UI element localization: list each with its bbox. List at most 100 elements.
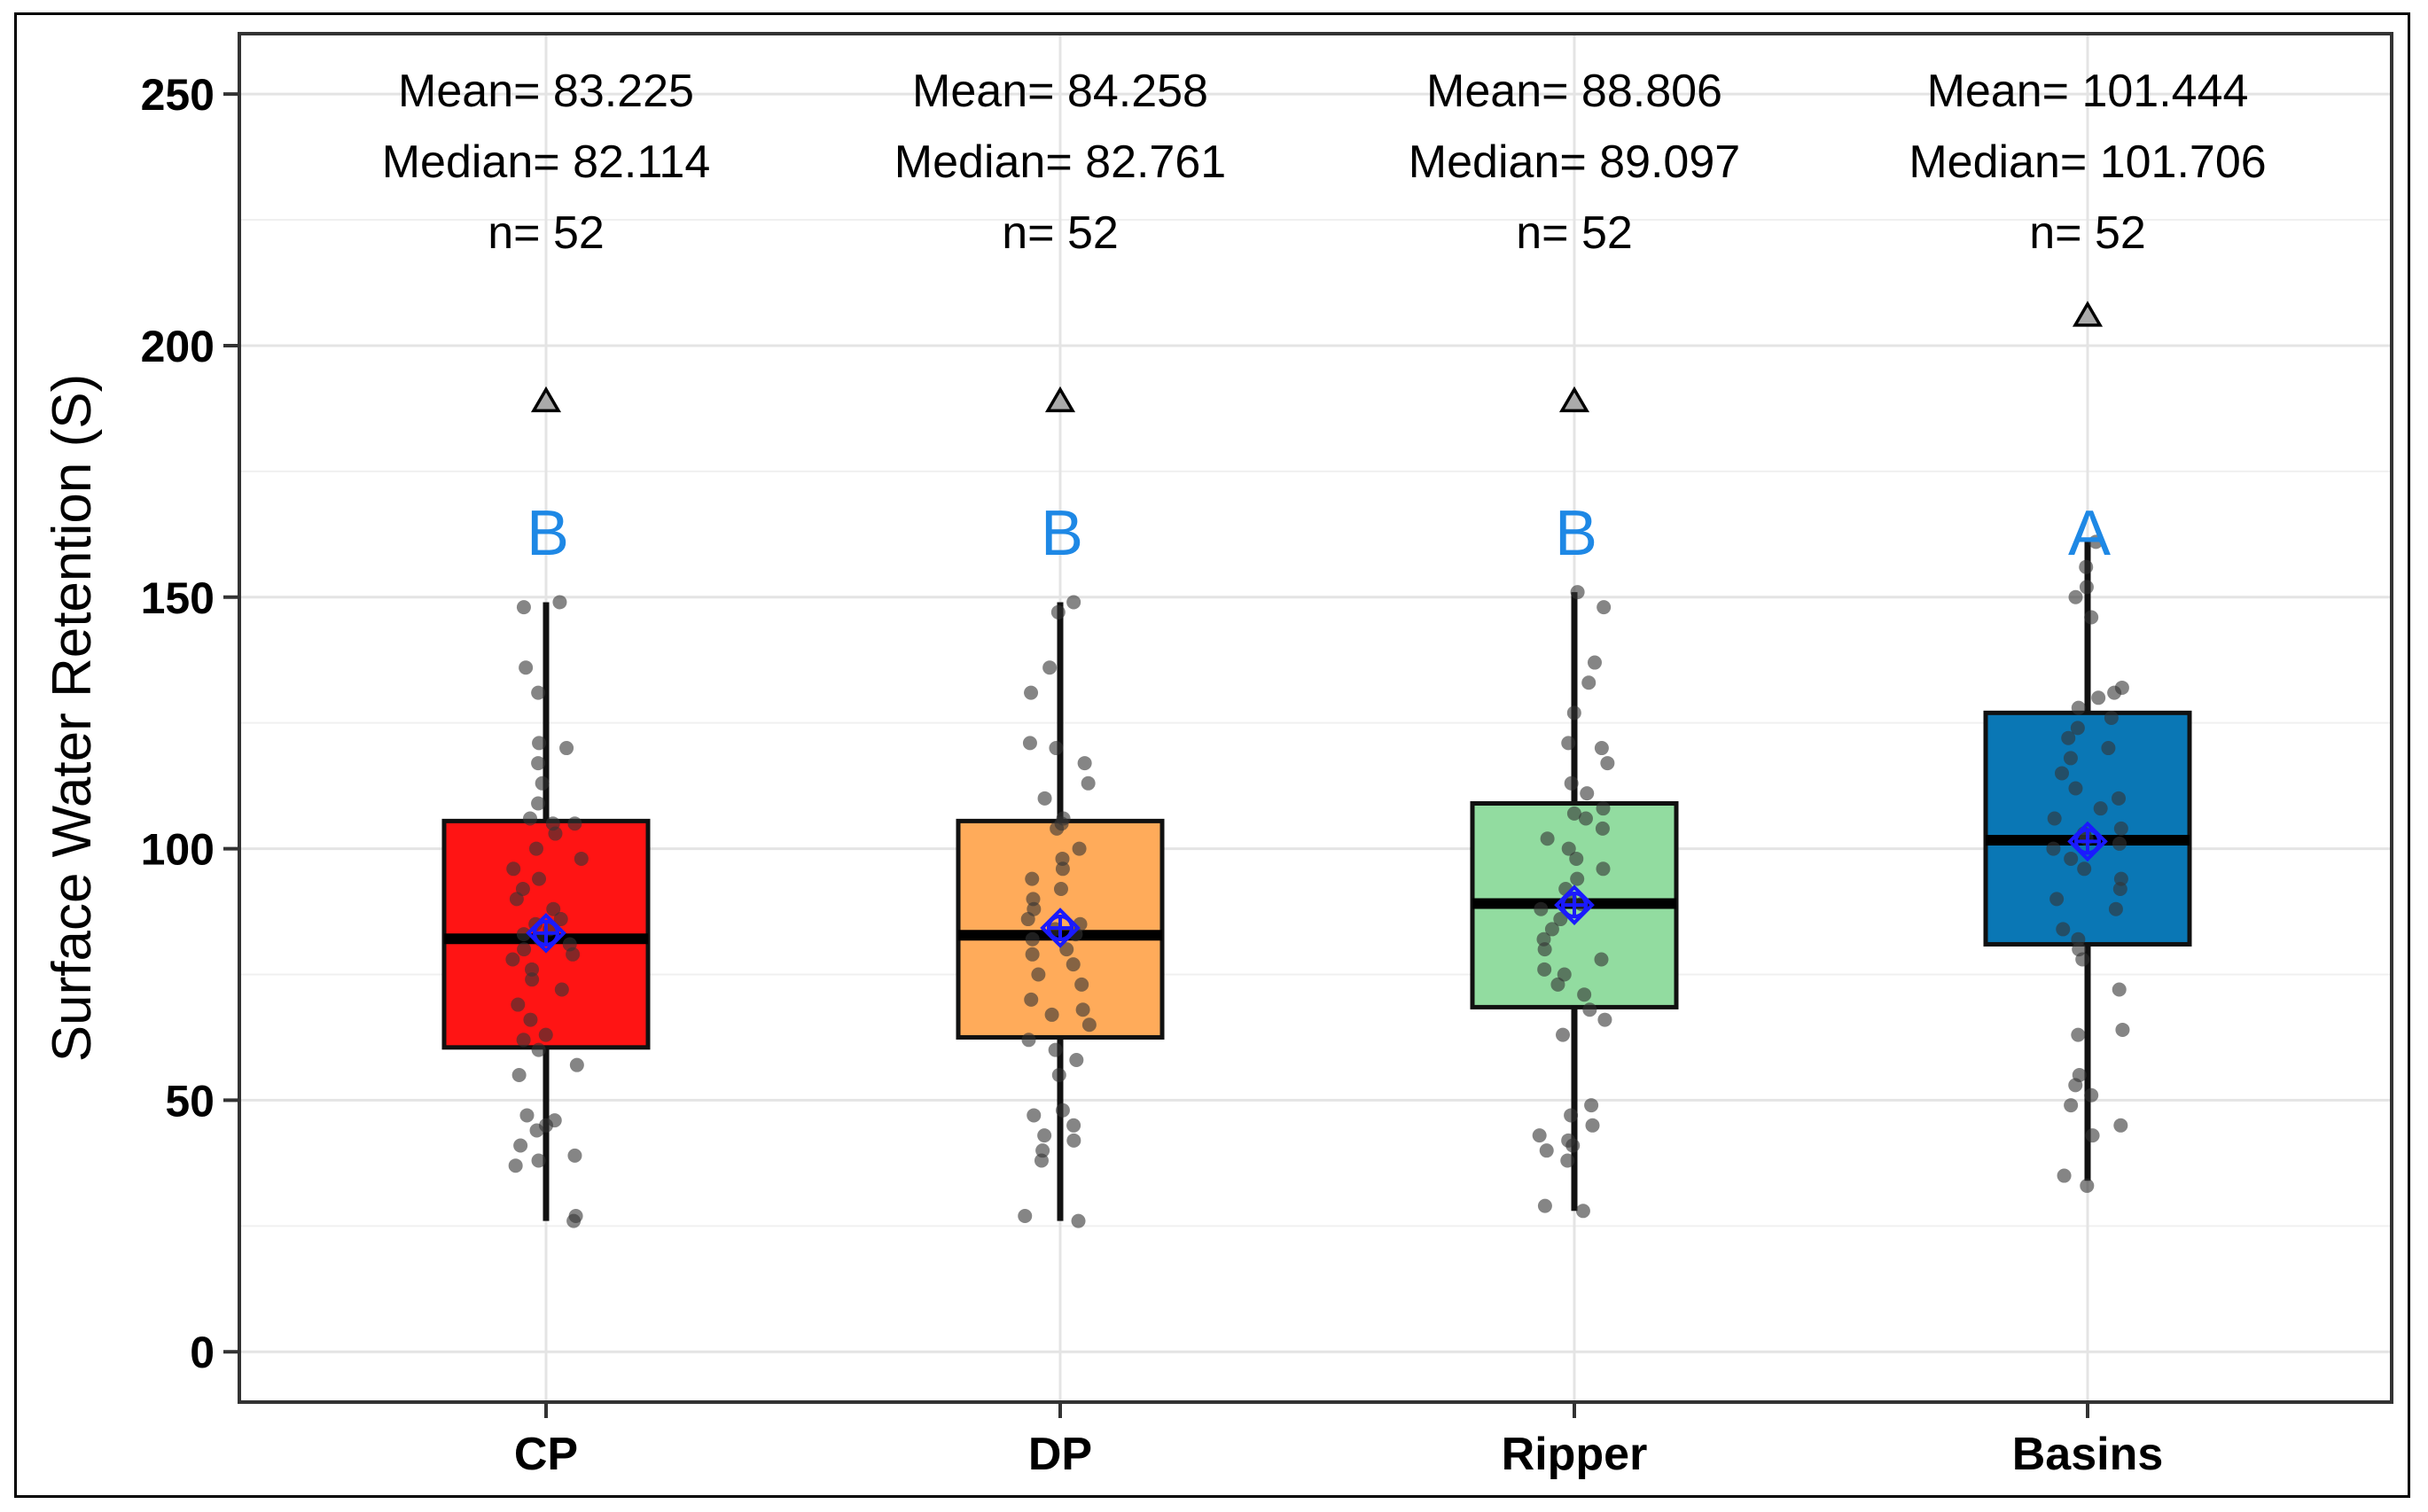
data-point — [1560, 1153, 1575, 1168]
data-point — [2113, 821, 2128, 836]
data-point — [1581, 675, 1597, 690]
data-point — [1534, 901, 1549, 916]
data-point — [1539, 1143, 1554, 1158]
axes: 0 50 100 150 200 250 CP DP Ripper Basins — [141, 32, 2393, 1480]
data-point — [519, 1108, 535, 1123]
data-point — [532, 871, 547, 886]
median-label: Median= 101.706 — [1909, 136, 2266, 188]
data-point — [1544, 922, 1559, 937]
data-point — [1561, 736, 1576, 751]
data-point — [515, 882, 530, 896]
data-point — [2079, 559, 2094, 574]
data-point — [1575, 1204, 1590, 1219]
data-point — [1577, 987, 1592, 1002]
data-point — [1556, 1027, 1571, 1042]
data-point — [1042, 660, 1058, 675]
data-point — [1600, 756, 1615, 771]
data-point — [531, 1042, 546, 1057]
data-point — [2068, 589, 2083, 604]
x-tick-label-cp: CP — [514, 1429, 578, 1480]
data-point — [505, 952, 520, 967]
data-point — [1059, 942, 1074, 957]
data-point — [1561, 1133, 1576, 1148]
data-point — [546, 901, 561, 916]
data-point — [1536, 931, 1551, 947]
data-point — [511, 1068, 527, 1083]
data-point — [1566, 806, 1581, 821]
data-point — [1035, 1143, 1050, 1158]
data-point — [1594, 952, 1609, 967]
median-label: Median= 82.114 — [382, 136, 711, 188]
data-point — [1055, 861, 1070, 877]
n-label: n= 52 — [2029, 207, 2146, 259]
data-point — [1072, 841, 1087, 856]
y-tick-label: 200 — [141, 322, 215, 371]
data-point — [2064, 1098, 2079, 1113]
data-point — [1066, 1118, 1081, 1133]
data-point — [2047, 811, 2062, 826]
data-point — [1050, 604, 1066, 620]
data-point — [1597, 1012, 1612, 1027]
data-point — [2091, 690, 2106, 705]
jitter-points — [505, 534, 2130, 1228]
data-point — [1021, 1033, 1036, 1048]
data-point — [1582, 1002, 1597, 1017]
data-point — [525, 972, 540, 987]
data-point — [528, 841, 543, 856]
data-point — [522, 811, 537, 826]
data-point — [2084, 1087, 2099, 1103]
data-point — [2112, 836, 2127, 851]
data-point — [1596, 801, 1611, 816]
significance-letter: A — [2068, 498, 2111, 569]
data-point — [2079, 580, 2094, 595]
data-point — [2057, 1168, 2072, 1183]
data-point — [2104, 711, 2119, 725]
n-label: n= 52 — [1516, 207, 1633, 259]
data-point — [1026, 892, 1041, 907]
data-point — [1566, 705, 1581, 721]
data-point — [559, 741, 574, 756]
data-point — [1570, 585, 1585, 600]
data-point — [1537, 962, 1552, 977]
data-point — [1550, 977, 1565, 992]
data-point — [2068, 781, 2083, 796]
data-point — [2113, 1118, 2128, 1133]
data-point — [1564, 1108, 1579, 1123]
data-point — [1595, 821, 1610, 836]
data-point — [531, 1153, 546, 1168]
data-point — [517, 942, 532, 957]
data-point — [1055, 851, 1070, 866]
mean-label: Mean= 88.806 — [1426, 66, 1722, 117]
data-point — [574, 851, 589, 866]
data-point — [2056, 922, 2071, 937]
median-label: Median= 89.097 — [1409, 136, 1740, 188]
y-tick-label: 100 — [141, 825, 215, 875]
data-point — [1532, 1128, 1547, 1143]
x-tick-label-dp: DP — [1028, 1429, 1092, 1480]
data-point — [2063, 751, 2078, 766]
data-point — [2061, 730, 2076, 745]
data-point — [525, 962, 540, 977]
significance-letter: B — [1555, 498, 1597, 569]
data-point — [1075, 1002, 1090, 1017]
data-point — [2113, 871, 2128, 886]
outlier-marker — [2072, 300, 2104, 327]
annotations: B Mean= 83.225 Median= 82.114 n= 52 B Mean= 8… — [382, 66, 2267, 954]
data-point — [1557, 967, 1572, 982]
data-point — [1056, 811, 1071, 826]
data-point — [516, 600, 531, 615]
data-point — [1024, 685, 1039, 700]
data-point — [1066, 957, 1081, 972]
data-point — [545, 816, 560, 831]
data-point — [1025, 931, 1040, 947]
data-point — [2054, 766, 2069, 781]
data-point — [1077, 756, 1092, 771]
plot-panel-border — [238, 32, 2393, 1404]
data-point — [1580, 786, 1595, 801]
data-point — [2114, 680, 2129, 695]
data-point — [1596, 861, 1611, 877]
data-point — [547, 1113, 562, 1128]
significance-letter: B — [1041, 498, 1083, 569]
x-tick-label-basins: Basins — [2012, 1429, 2164, 1480]
